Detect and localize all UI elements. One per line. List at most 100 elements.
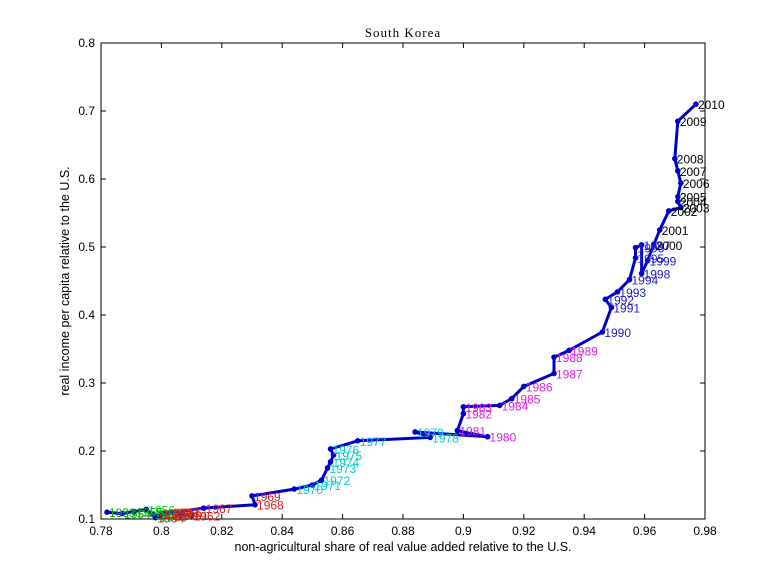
year-label-1997: 1997: [644, 239, 671, 253]
data-point-1980: [484, 433, 491, 440]
year-label-2004: 2004: [680, 195, 707, 209]
year-label-1970: 1970: [296, 483, 323, 497]
data-point-1988: [551, 354, 557, 360]
year-label-1966: 1966: [175, 506, 202, 520]
year-labels: 1953195419551956195719581959196019611962…: [109, 98, 725, 525]
data-point-2003: [678, 204, 684, 211]
year-label-1969: 1969: [254, 490, 281, 504]
data-point-2000: [650, 242, 657, 248]
year-label-1986: 1986: [526, 380, 553, 394]
year-label-1965: 1965: [163, 508, 190, 522]
data-point-1965: [158, 510, 165, 517]
year-label-1968: 1968: [257, 499, 284, 513]
data-point-1982: [460, 410, 467, 417]
year-label-1981: 1981: [459, 425, 486, 439]
year-label-1999: 1999: [650, 255, 677, 269]
year-label-1974: 1974: [333, 456, 360, 470]
y-tick-label: 0.8: [78, 36, 95, 50]
year-label-1979: 1979: [417, 426, 444, 440]
plot-frame: [100, 42, 706, 520]
year-label-2008: 2008: [677, 153, 704, 167]
year-label-1995: 1995: [638, 252, 665, 266]
data-point-1972: [318, 477, 325, 484]
x-tick-label: 0.96: [633, 524, 657, 538]
data-point-2009: [675, 118, 681, 124]
data-point-1985: [508, 395, 515, 402]
year-label-1954: 1954: [124, 508, 151, 522]
y-tick-label: 0.1: [78, 512, 95, 526]
x-tick-label: 0.8: [153, 524, 170, 538]
axis-ticks: 0.78 0.8 0.82 0.84 0.86 0.88 0.9 0.92 0.94 0.96 0.…: [78, 36, 717, 538]
year-label-1962: 1962: [194, 510, 221, 524]
data-point-2010: [693, 101, 699, 107]
data-point-1991: [608, 304, 615, 311]
year-label-1953: 1953: [109, 506, 136, 520]
chart-title: South Korea: [365, 25, 441, 40]
year-label-1982: 1982: [465, 408, 492, 422]
year-label-1960: 1960: [172, 506, 199, 520]
x-tick-label: 0.78: [89, 524, 113, 538]
year-label-1985: 1985: [514, 393, 541, 407]
year-label-1957: 1957: [154, 508, 181, 522]
year-label-1987: 1987: [556, 367, 583, 381]
data-point-1973: [324, 465, 331, 471]
x-axis-label: non-agricultural share of real value add…: [235, 540, 572, 554]
x-tick-label: 0.9: [455, 524, 472, 538]
data-point-1955: [131, 508, 138, 515]
y-tick-label: 0.5: [78, 240, 95, 254]
y-tick-label: 0.2: [78, 444, 95, 458]
year-label-1984: 1984: [502, 399, 529, 413]
data-point-1976: [327, 446, 334, 452]
data-point-1975: [330, 452, 337, 458]
x-tick-label: 0.98: [693, 524, 717, 538]
data-point-1974: [327, 459, 334, 465]
year-label-1978: 1978: [432, 431, 459, 445]
data-point-2004: [675, 198, 681, 205]
year-label-2006: 2006: [683, 177, 710, 191]
y-tick-label: 0.3: [78, 376, 95, 390]
series-line-group: [104, 101, 699, 521]
year-label-1977: 1977: [360, 435, 387, 449]
year-label-1988: 1988: [556, 351, 583, 365]
y-tick-label: 0.4: [78, 308, 95, 322]
data-point-1998: [638, 270, 645, 277]
year-label-2003: 2003: [683, 202, 710, 216]
year-label-1972: 1972: [323, 474, 350, 488]
data-point-1987: [551, 370, 557, 377]
x-tick-label: 0.92: [512, 524, 536, 538]
year-label-1989: 1989: [571, 344, 598, 358]
data-point-1993: [614, 289, 621, 295]
year-label-1996: 1996: [638, 242, 665, 256]
year-label-1956: 1956: [148, 503, 175, 517]
data-point-1994: [626, 276, 633, 283]
year-label-2001: 2001: [662, 224, 689, 238]
year-label-1980: 1980: [490, 431, 517, 445]
y-axis-label: real income per capita relative to the U…: [58, 166, 72, 395]
data-point-1954: [119, 510, 125, 517]
data-point-2006: [678, 180, 684, 186]
year-label-1963: 1963: [172, 506, 199, 520]
year-label-1990: 1990: [604, 326, 631, 340]
data-point-1969: [249, 493, 255, 499]
x-tick-label: 0.88: [391, 524, 415, 538]
year-label-2010: 2010: [698, 98, 725, 112]
data-point-1996: [632, 244, 639, 251]
data-point-1964: [152, 514, 159, 521]
data-point-1999: [644, 257, 651, 264]
data-point-2002: [665, 208, 672, 214]
year-label-1967: 1967: [206, 502, 233, 516]
year-label-1964: 1964: [157, 512, 184, 526]
year-label-1998: 1998: [644, 268, 671, 282]
x-tick-label: 0.84: [271, 524, 295, 538]
year-label-1993: 1993: [619, 286, 646, 300]
data-point-1995: [632, 255, 639, 261]
year-label-1983: 1983: [465, 401, 492, 415]
data-point-1981: [454, 427, 461, 434]
data-point-1997: [638, 242, 645, 248]
year-label-1959: 1959: [166, 507, 193, 521]
y-tick-label: 0.6: [78, 172, 95, 186]
data-point-1971: [309, 482, 316, 488]
data-point-1956: [143, 506, 150, 513]
data-point-1977: [354, 438, 361, 444]
